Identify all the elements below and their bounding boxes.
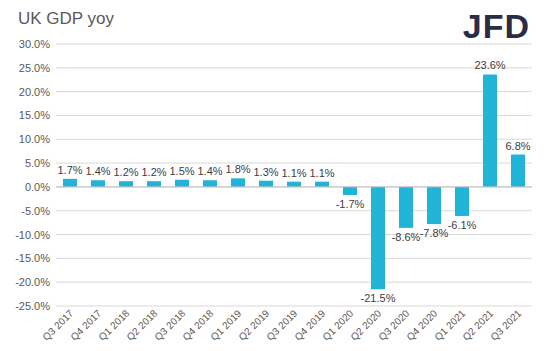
data-label: 6.8% [505, 140, 530, 152]
data-label: -21.5% [361, 292, 396, 304]
bar [119, 181, 133, 187]
grid-line [56, 67, 532, 68]
bar [259, 181, 273, 187]
x-tick-label: Q3 2021 [489, 307, 524, 342]
data-label: -1.7% [336, 198, 365, 210]
data-label: -8.6% [392, 231, 421, 243]
bar [63, 179, 77, 187]
data-label: 1.7% [57, 164, 82, 176]
grid-line [56, 44, 532, 45]
bar [147, 181, 161, 187]
logo: JFD [463, 7, 530, 45]
y-tick-label: 0.0% [25, 181, 50, 193]
data-label: 1.2% [141, 166, 166, 178]
chart: UK GDP yoy JFD -25.0% -20.0% -15.0% -10.0% -5.… [0, 0, 544, 351]
y-tick-label: 5.0% [25, 157, 50, 169]
y-tick-label: 10.0% [19, 133, 50, 145]
bar [343, 187, 357, 195]
grid-line [56, 282, 532, 283]
data-label: 23.6% [474, 59, 505, 71]
y-tick-label: -5.0% [21, 205, 50, 217]
y-tick-label: -25.0% [15, 300, 50, 312]
y-tick-label: 15.0% [19, 109, 50, 121]
y-tick-label: 30.0% [19, 38, 50, 50]
grid-line [56, 115, 532, 116]
bar [203, 180, 217, 187]
bar [231, 178, 245, 187]
background [0, 0, 544, 351]
x-axis-line [56, 186, 532, 187]
grid-line [56, 234, 532, 235]
bars [63, 74, 525, 289]
grid-line [56, 139, 532, 140]
bar [287, 182, 301, 187]
bar [315, 182, 329, 187]
bar [511, 155, 525, 187]
data-label: 1.5% [169, 165, 194, 177]
bar [483, 74, 497, 186]
y-tick-label: -10.0% [15, 229, 50, 241]
data-label: 1.3% [253, 166, 278, 178]
bar [175, 180, 189, 187]
title: UK GDP yoy [18, 9, 115, 28]
grid-line [56, 163, 532, 164]
grid-line [56, 186, 532, 187]
data-label: 1.2% [113, 166, 138, 178]
y-tick-label: 20.0% [19, 86, 50, 98]
data-label: -6.1% [448, 219, 477, 231]
y-tick-label: -15.0% [15, 252, 50, 264]
bar [371, 187, 385, 289]
data-label: 1.1% [281, 167, 306, 179]
data-label: -7.8% [420, 227, 449, 239]
y-tick-label: 25.0% [19, 62, 50, 74]
bar [427, 187, 441, 224]
grid-line [56, 306, 532, 307]
y-tick-label: -20.0% [15, 276, 50, 288]
bar [91, 180, 105, 187]
data-label: 1.1% [309, 167, 334, 179]
grid-line [56, 258, 532, 259]
grid-line [56, 91, 532, 92]
data-label: 1.4% [197, 165, 222, 177]
bar [455, 187, 469, 216]
data-label: 1.4% [85, 165, 110, 177]
data-label: 1.8% [225, 163, 250, 175]
bar [399, 187, 413, 228]
